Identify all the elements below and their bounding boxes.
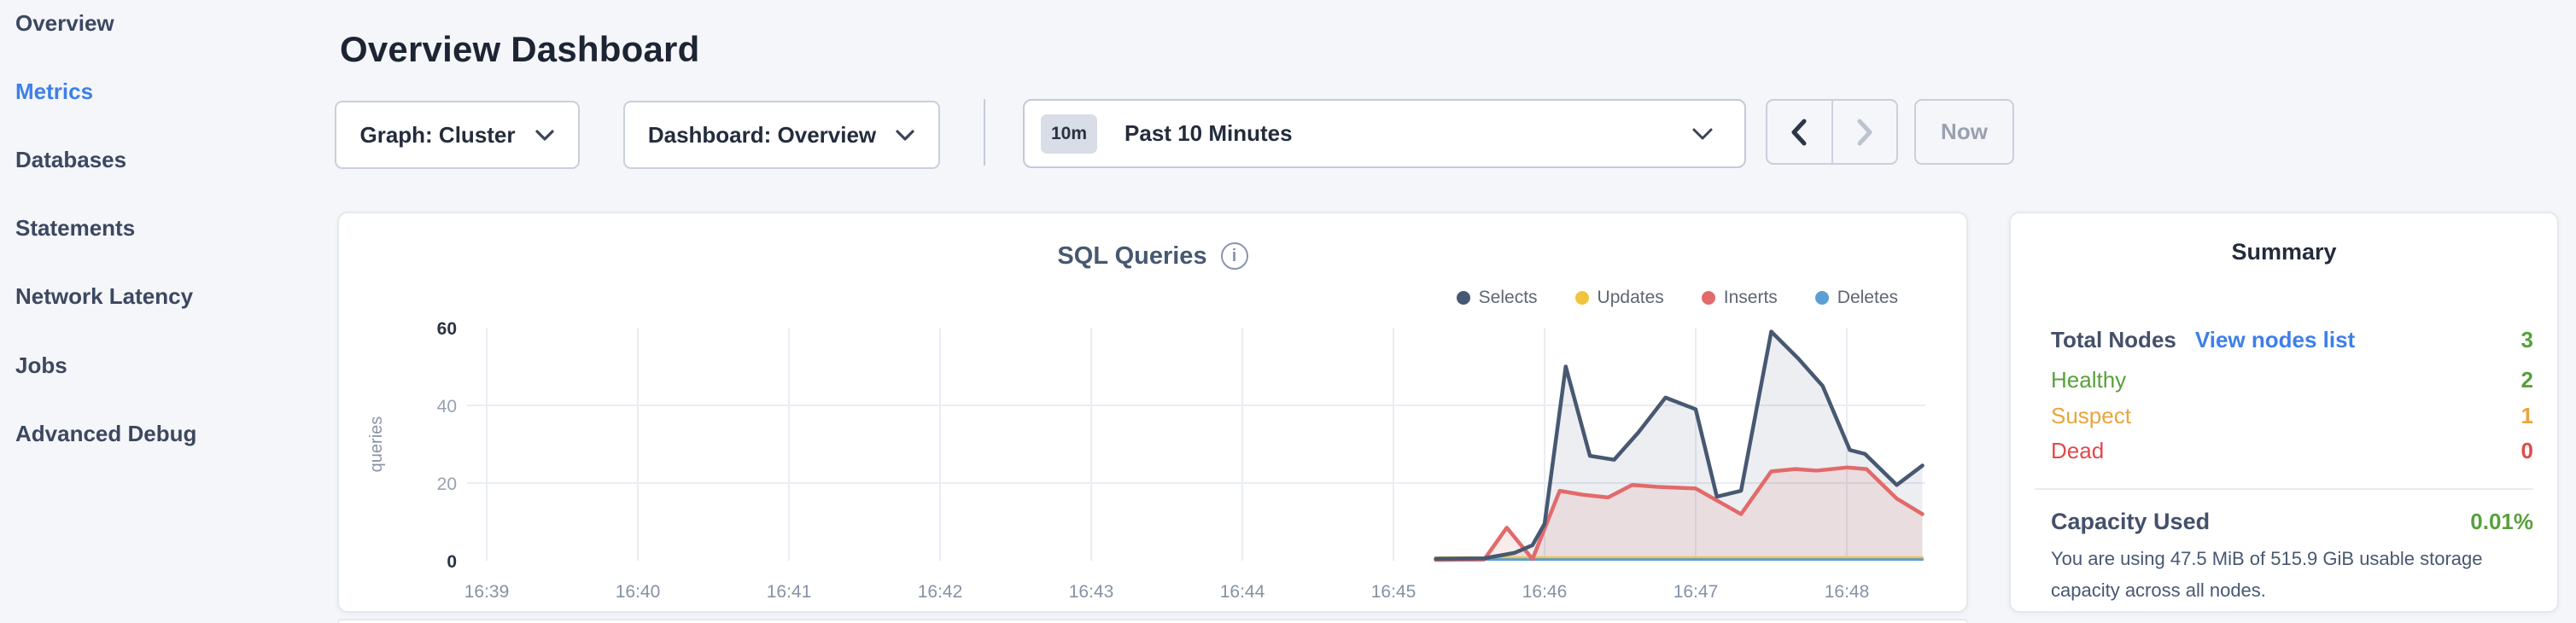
time-step-forward-button[interactable] [1831,101,1897,163]
summary-title: Summary [2231,239,2337,265]
chart-title: SQL Queries [1057,242,1207,270]
suspect-label: Suspect [2051,402,2131,428]
svg-text:16:41: 16:41 [767,582,812,602]
summary-row-total-nodes: Total Nodes View nodes list 3 [2051,324,2533,355]
svg-text:16:39: 16:39 [464,582,510,602]
suspect-value: 1 [2521,402,2533,428]
sidebar-item-advanced-debug[interactable]: Advanced Debug [15,421,197,446]
legend-item-updates[interactable]: Updates [1574,288,1664,308]
sql-queries-chart-card: SQL Queries i Selects Updates Inserts De… [337,212,1968,613]
chevron-down-icon [534,129,555,142]
sidebar-item-statements[interactable]: Statements [15,215,136,241]
svg-text:16:45: 16:45 [1371,582,1417,602]
sql-queries-chart-plot[interactable]: 16:39 16:40 16:41 16:42 16:43 16:44 16:45 16:46… [339,213,1970,614]
svg-text:16:40: 16:40 [616,582,661,602]
sidebar-item-metrics[interactable]: Metrics [15,79,94,104]
sidebar-item-overview[interactable]: Overview [15,10,114,36]
svg-text:16:42: 16:42 [918,582,963,602]
info-icon[interactable]: i [1220,242,1248,270]
svg-text:60: 60 [437,319,457,339]
svg-text:16:46: 16:46 [1522,582,1568,602]
chart-legend: Selects Updates Inserts Deletes [1456,285,1898,311]
summary-row-dead: Dead 0 [2051,435,2533,466]
chevron-left-icon [1790,118,1808,147]
healthy-label: Healthy [2051,366,2127,393]
sidebar-item-network-latency[interactable]: Network Latency [15,283,194,309]
time-range-badge: 10m [1041,114,1098,154]
deletes-dot-icon [1814,291,1829,305]
now-button[interactable]: Now [1914,99,2014,165]
summary-row-suspect: Suspect 1 [2051,400,2533,431]
time-step-back-button[interactable] [1767,101,1831,163]
svg-text:16:47: 16:47 [1674,582,1719,602]
legend-item-deletes[interactable]: Deletes [1814,288,1898,308]
summary-divider [2035,488,2533,490]
time-step-buttons [1766,99,1898,165]
page-title: Overview Dashboard [340,29,700,69]
dashboard-dropdown-label: Dashboard: Overview [647,121,877,148]
dashboard-dropdown[interactable]: Dashboard: Overview [623,101,940,169]
capacity-used-value: 0.01% [2470,508,2533,534]
capacity-description: You are using 47.5 MiB of 515.9 GiB usab… [2051,548,2483,601]
svg-text:20: 20 [437,475,457,494]
next-chart-card-edge [337,619,1968,623]
time-range-label: Past 10 Minutes [1124,120,1293,146]
chevron-down-icon [1691,127,1714,141]
toolbar-divider [984,99,985,166]
sidebar-item-databases[interactable]: Databases [15,147,127,172]
graph-scope-dropdown-label: Graph: Cluster [359,121,516,148]
legend-item-selects[interactable]: Selects [1456,288,1538,308]
chart-title-row: SQL Queries i [339,239,1966,273]
summary-row-capacity: Capacity Used 0.01% [2051,505,2533,538]
dead-label: Dead [2051,437,2105,463]
inserts-dot-icon [1701,291,1715,305]
chevron-down-icon [895,129,915,142]
svg-text:16:44: 16:44 [1220,582,1265,602]
svg-text:0: 0 [447,552,457,572]
summary-row-healthy: Healthy 2 [2051,364,2533,395]
healthy-value: 2 [2521,366,2533,393]
svg-text:16:48: 16:48 [1825,582,1870,602]
graph-scope-dropdown[interactable]: Graph: Cluster [335,101,580,169]
svg-text:16:43: 16:43 [1069,582,1114,602]
updates-dot-icon [1574,291,1589,305]
capacity-used-label: Capacity Used [2051,508,2211,534]
legend-item-inserts[interactable]: Inserts [1701,288,1778,308]
view-nodes-list-link[interactable]: View nodes list [2194,326,2356,352]
total-nodes-value: 3 [2521,326,2533,352]
dead-value: 0 [2521,437,2533,463]
summary-panel: Summary Total Nodes View nodes list 3 He… [2009,212,2559,613]
time-range-dropdown[interactable]: 10m Past 10 Minutes [1023,99,1746,168]
svg-text:40: 40 [437,397,457,416]
chevron-right-icon [1855,118,1874,147]
selects-dot-icon [1456,291,1470,305]
total-nodes-label: Total Nodes [2051,326,2176,352]
sidebar-item-jobs[interactable]: Jobs [15,352,67,378]
svg-text:queries: queries [367,416,386,473]
